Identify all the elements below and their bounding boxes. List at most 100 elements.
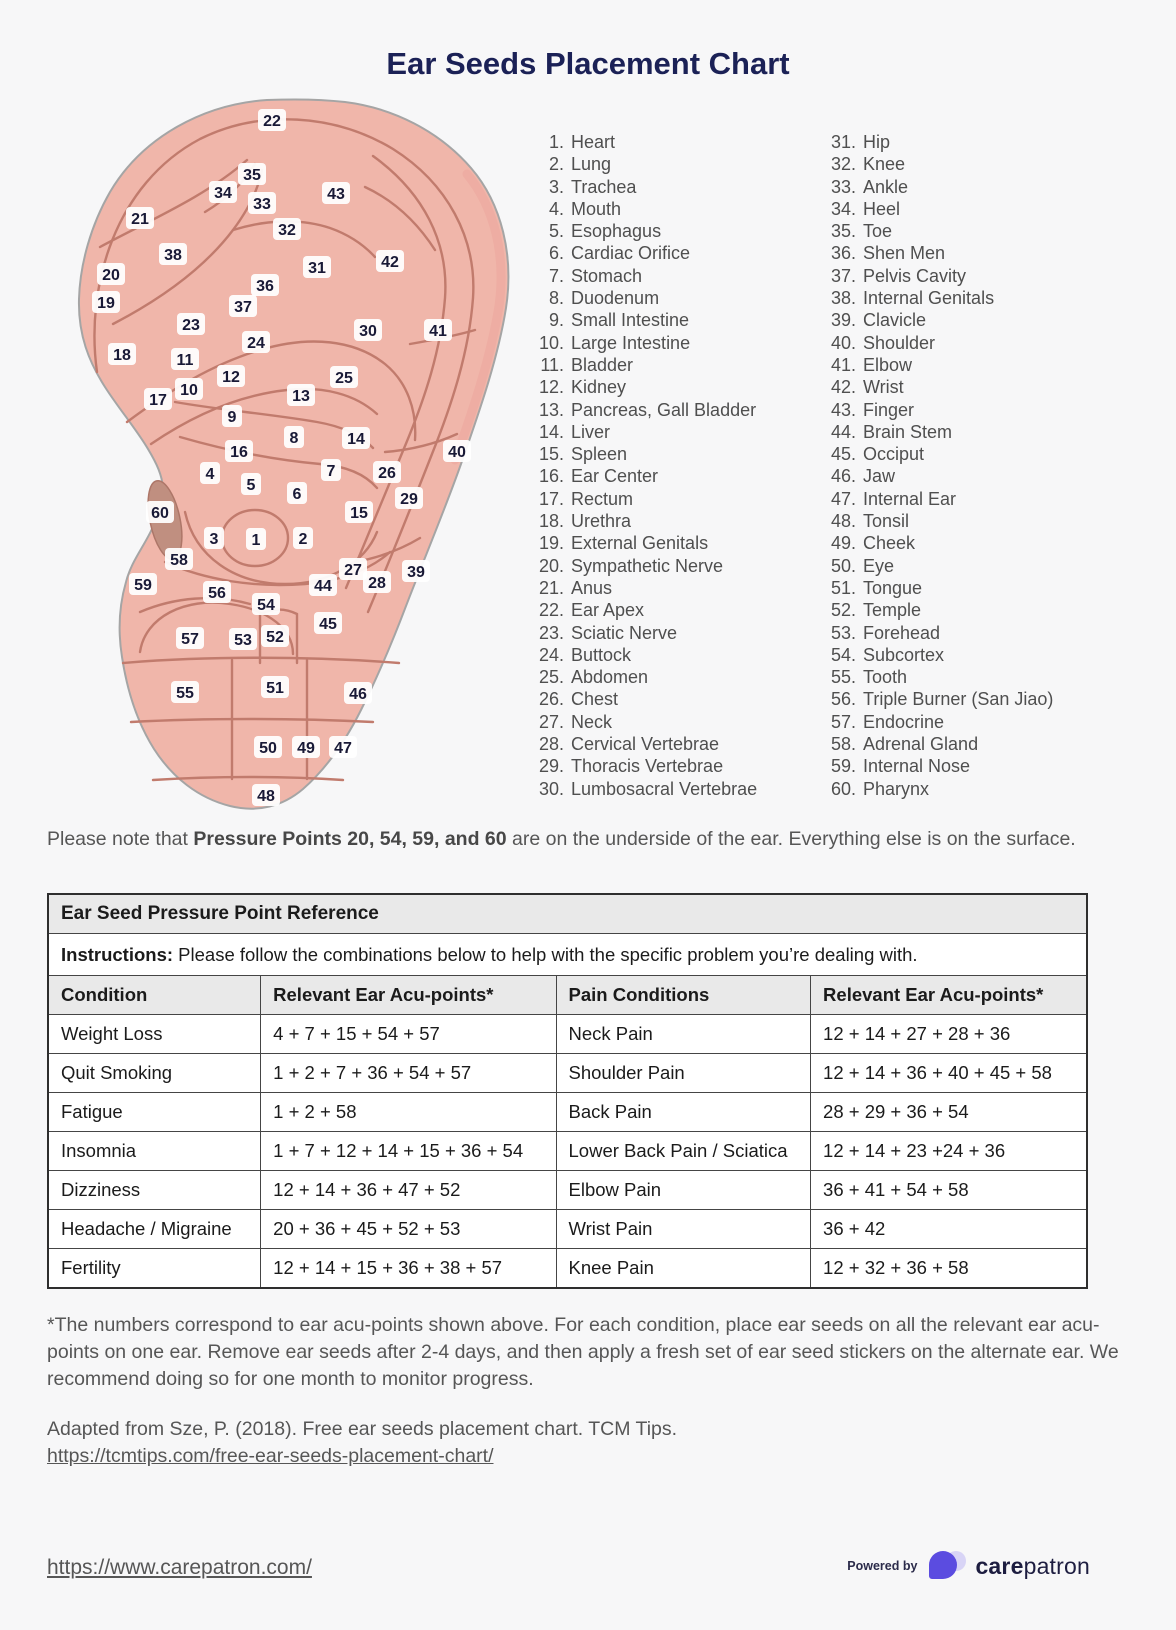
table-cell: Knee Pain [555, 1248, 812, 1289]
ear-point-badge [251, 274, 279, 296]
ear-point-number: 24 [247, 335, 265, 352]
legend-column-1: 1. Heart 2. Lung 3. Trachea 4. Mouth 5. Esophagus… [530, 131, 757, 800]
legend-item: 19. External Genitals [538, 533, 709, 554]
ear-point-badge [129, 573, 157, 595]
ear-point-badge [376, 250, 404, 272]
ear-point-number: 59 [134, 577, 152, 594]
ear-point-badge [424, 319, 452, 341]
note-bold: Pressure Points 20, 54, 59, and 60 [193, 828, 507, 850]
table-cell: Fertility [47, 1248, 262, 1289]
ear-point-number: 1 [252, 532, 261, 549]
carepatron-site-link[interactable]: https://www.carepatron.com/ [47, 1556, 312, 1579]
ear-point-badge [303, 256, 331, 278]
ear-point-number: 55 [176, 685, 194, 702]
legend-item: 16. Ear Center [538, 466, 659, 487]
legend-item: 5. Esophagus [548, 221, 662, 242]
legend-item: 10. Large Intestine [538, 332, 691, 353]
ear-point-badge [258, 109, 286, 131]
table-cell: 1 + 2 + 7 + 36 + 54 + 57 [260, 1053, 557, 1093]
ear-point-badge [309, 574, 337, 596]
ear-point-badge [254, 736, 282, 758]
table-cell: Headache / Migraine [47, 1209, 262, 1249]
table-title: Ear Seed Pressure Point Reference [47, 893, 1088, 934]
table-cell: Fatigue [47, 1092, 262, 1132]
ear-point-badge [292, 736, 320, 758]
ear-point-number: 34 [214, 185, 232, 202]
legend-item: 26. Chest [538, 689, 619, 710]
brand-light: patron [1023, 1552, 1090, 1579]
legend-item: 3. Trachea [548, 176, 637, 197]
legend-item: 31. Hip [830, 132, 891, 152]
legend-item: 25. Abdomen [538, 667, 649, 688]
helix-rim-shade [450, 169, 506, 465]
legend-item: 57. Endocrine [830, 711, 945, 732]
table-cell: 28 + 29 + 36 + 54 [810, 1092, 1088, 1132]
legend-item: 60. Pharynx [830, 778, 930, 799]
ear-point-badge [165, 548, 193, 570]
ear-point-badge [242, 331, 270, 353]
ear-point-badge [229, 295, 257, 317]
ear-point-badge [97, 263, 125, 285]
ear-point-number: 15 [350, 505, 368, 522]
table-row: Fertility 12 + 14 + 15 + 36 + 38 + 57 Knee… [47, 1248, 1088, 1289]
ear-diagram: 1 2 3 4 5 6 7 8 9 10 11 12 13 14 15 16 17 18 19 20 21 22 23 24 2… [55, 92, 525, 822]
ear-point-number: 5 [247, 477, 256, 494]
legend-item: 12. Kidney [538, 377, 627, 398]
ear-point-badge [261, 625, 289, 647]
ear-point-badge [395, 487, 423, 509]
legend-item: 30. Lumbosacral Vertebrae [538, 778, 758, 799]
legend-item: 32. Knee [830, 154, 906, 175]
legend-item: 29. Thoracis Vertebrae [538, 756, 724, 777]
ear-point-number: 32 [278, 222, 296, 239]
ear-point-number: 13 [292, 388, 310, 405]
ear-point-badge [321, 459, 341, 481]
table-cell: 12 + 14 + 27 + 28 + 36 [810, 1014, 1088, 1054]
ear-point-badge [252, 784, 280, 806]
legend-item: 36. Shen Men [830, 243, 946, 264]
ear-point-number: 56 [208, 585, 226, 602]
ear-point-badge [339, 558, 367, 580]
legend-item: 59. Internal Nose [830, 756, 971, 777]
legend-item: 38. Internal Genitals [830, 288, 995, 309]
table-cell: 12 + 14 + 15 + 36 + 38 + 57 [260, 1248, 557, 1289]
ear-point-number: 46 [349, 686, 367, 703]
ear-point-number: 36 [256, 278, 274, 295]
ear-point-number: 44 [314, 578, 332, 595]
table-cell: 20 + 36 + 45 + 52 + 53 [260, 1209, 557, 1249]
table-cell: 12 + 14 + 36 + 47 + 52 [260, 1170, 557, 1210]
ear-point-badge [342, 427, 370, 449]
table-cell: 36 + 42 [810, 1209, 1088, 1249]
ear-point-badge [443, 440, 471, 462]
table-cell: 12 + 14 + 36 + 40 + 45 + 58 [810, 1053, 1088, 1093]
ear-point-badge [217, 365, 245, 387]
col-header-condition: Condition [47, 975, 262, 1015]
legend-item: 4. Mouth [548, 198, 622, 219]
ear-point-number: 11 [177, 352, 194, 369]
table-cell: 4 + 7 + 15 + 54 + 57 [260, 1014, 557, 1054]
ear-point-badge [252, 593, 280, 615]
ear-point-number: 9 [228, 409, 237, 426]
ear-point-number: 20 [102, 267, 120, 284]
ear-point-number: 2 [299, 531, 308, 548]
legend-item: 33. Ankle [830, 176, 909, 197]
ear-point-badge [159, 243, 187, 265]
ear-point-number: 39 [407, 564, 425, 581]
ear-point-number: 48 [257, 788, 275, 805]
legend-item: 24. Buttock [538, 644, 632, 665]
ear-point-badge [92, 291, 120, 313]
ear-point-badge [402, 560, 430, 582]
ear-point-badge [329, 736, 357, 758]
ear-point-number: 19 [97, 295, 115, 312]
table-cell: Wrist Pain [555, 1209, 812, 1249]
table-row: Headache / Migraine 20 + 36 + 45 + 52 + 5… [47, 1209, 1088, 1249]
ear-point-badge [363, 571, 391, 593]
legend-item: 35. Toe [830, 221, 893, 242]
citation-link[interactable]: https://tcmtips.com/free-ear-seeds-place… [47, 1445, 494, 1467]
table-cell: 1 + 2 + 58 [260, 1092, 557, 1132]
legend-item: 53. Forehead [830, 622, 941, 643]
footnote: *The numbers correspond to ear acu-point… [47, 1314, 1119, 1390]
ear-point-number: 3 [210, 531, 219, 548]
table-cell: Shoulder Pain [555, 1053, 812, 1093]
legend-item: 8. Duodenum [548, 288, 660, 309]
citation: Adapted from Sze, P. (2018). Free ear se… [47, 1416, 677, 1470]
